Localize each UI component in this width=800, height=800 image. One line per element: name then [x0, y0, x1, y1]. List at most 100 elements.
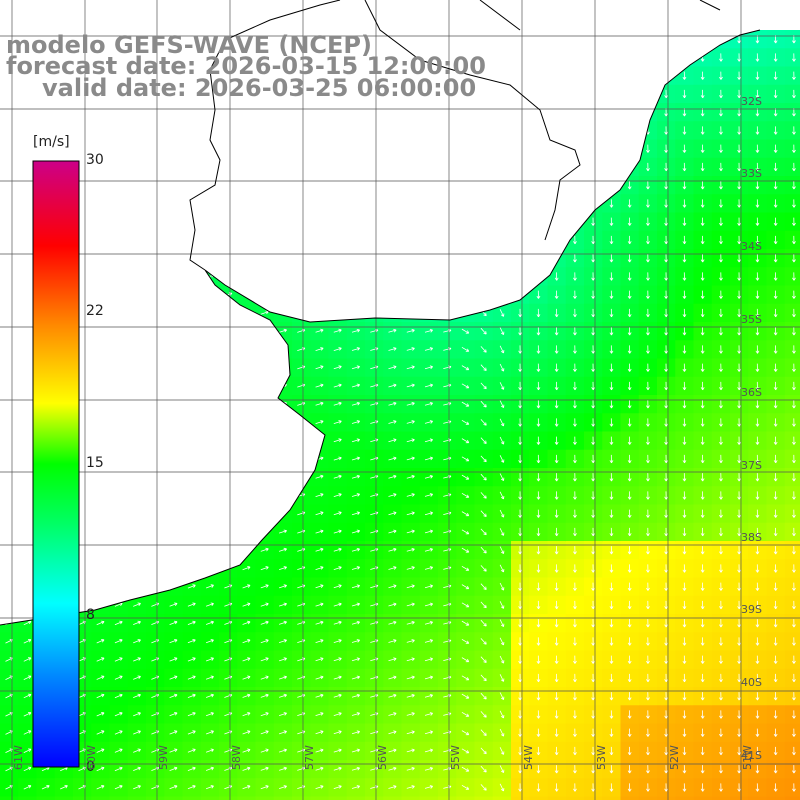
wind-arrow — [536, 89, 541, 99]
wind-arrow — [792, 345, 796, 354]
wind-arrow — [23, 219, 32, 224]
wind-arrow — [682, 637, 687, 646]
wind-arrow — [518, 235, 523, 245]
colorbar-tick-22: 22 — [86, 303, 104, 319]
wind-arrow — [151, 456, 160, 461]
field-cell — [730, 796, 749, 800]
wind-arrow — [351, 219, 360, 224]
colorbar-tick-0: 0 — [86, 759, 95, 775]
wind-arrow — [41, 785, 50, 790]
field-cell — [492, 796, 512, 800]
field-cell — [182, 285, 202, 305]
wind-arrow — [499, 363, 505, 372]
wind-arrow — [260, 274, 269, 279]
wind-arrow — [169, 328, 178, 333]
wind-arrow — [315, 547, 324, 552]
field-cell — [0, 468, 19, 487]
wind-arrow — [333, 274, 342, 278]
wind-arrow — [700, 162, 705, 172]
field-cell — [456, 212, 476, 232]
wind-arrow — [719, 509, 723, 518]
wind-arrow — [315, 255, 324, 260]
wind-arrow — [114, 748, 123, 753]
field-cell — [365, 796, 384, 800]
wind-arrow — [133, 182, 141, 187]
wind-arrow — [205, 766, 214, 771]
field-cell — [456, 303, 476, 323]
field-cell — [383, 285, 403, 305]
wind-arrow — [205, 639, 214, 644]
wind-arrow — [242, 109, 251, 114]
field-cell — [164, 358, 184, 378]
wind-arrow — [187, 182, 196, 187]
wind-arrow — [573, 381, 577, 391]
wind-arrow — [554, 418, 559, 427]
wind-arrow — [755, 692, 760, 701]
wind-arrow — [700, 783, 705, 792]
wind-arrow — [169, 274, 178, 279]
wind-arrow — [536, 272, 541, 281]
field-cell — [346, 121, 366, 141]
wind-arrow — [23, 383, 32, 388]
wind-arrow — [96, 620, 105, 626]
wind-arrow — [773, 582, 778, 591]
wind-arrow — [205, 474, 214, 479]
wind-arrow — [461, 547, 470, 553]
field-cell — [182, 431, 202, 451]
wind-arrow — [23, 620, 32, 626]
field-cell — [219, 249, 238, 268]
field-cell — [127, 157, 147, 177]
wind-arrow — [664, 746, 669, 756]
wind-arrow — [151, 584, 160, 589]
field-cell — [511, 230, 530, 250]
field-cell — [91, 103, 111, 122]
wind-arrow — [114, 274, 123, 279]
wind-arrow — [536, 600, 541, 610]
wind-arrow — [591, 126, 596, 135]
wind-arrow — [792, 308, 796, 318]
wind-arrow — [591, 363, 596, 372]
field-cell — [292, 157, 311, 177]
field-cell — [237, 449, 257, 469]
wind-arrow — [169, 620, 178, 625]
wind-arrow — [518, 126, 523, 135]
field-cell — [328, 614, 348, 633]
wind-arrow — [755, 217, 760, 226]
wind-arrow — [187, 310, 196, 315]
wind-arrow — [133, 748, 141, 753]
wind-arrow — [609, 217, 614, 226]
field-cell — [164, 595, 184, 615]
field-cell — [255, 157, 275, 177]
wind-arrow — [333, 219, 342, 224]
field-cell — [219, 121, 238, 141]
wind-arrow — [114, 219, 123, 224]
wind-arrow — [96, 675, 105, 680]
wind-arrow — [554, 564, 559, 573]
wind-arrow — [773, 418, 778, 427]
field-cell — [164, 212, 184, 232]
field-cell — [511, 249, 530, 268]
wind-arrow — [591, 783, 596, 792]
field-cell — [438, 30, 457, 49]
field-cell — [255, 176, 275, 195]
field-cell — [200, 796, 220, 800]
field-cell — [328, 796, 348, 800]
wind-arrow — [114, 584, 123, 589]
field-cell — [237, 522, 257, 542]
wind-arrow — [682, 728, 687, 737]
field-cell — [474, 103, 494, 122]
field-cell — [109, 322, 129, 341]
field-cell — [182, 358, 202, 378]
field-cell — [529, 121, 549, 141]
field-cell — [237, 668, 257, 688]
wind-arrow — [518, 527, 523, 537]
wind-arrow — [536, 436, 541, 445]
field-cell — [292, 121, 311, 141]
wind-arrow — [518, 217, 523, 226]
wind-arrow — [646, 710, 650, 719]
wind-arrow — [499, 619, 505, 628]
wind-arrow — [773, 655, 778, 664]
wind-arrow — [664, 491, 669, 500]
wind-arrow — [461, 748, 470, 754]
wind-arrow — [664, 327, 669, 336]
